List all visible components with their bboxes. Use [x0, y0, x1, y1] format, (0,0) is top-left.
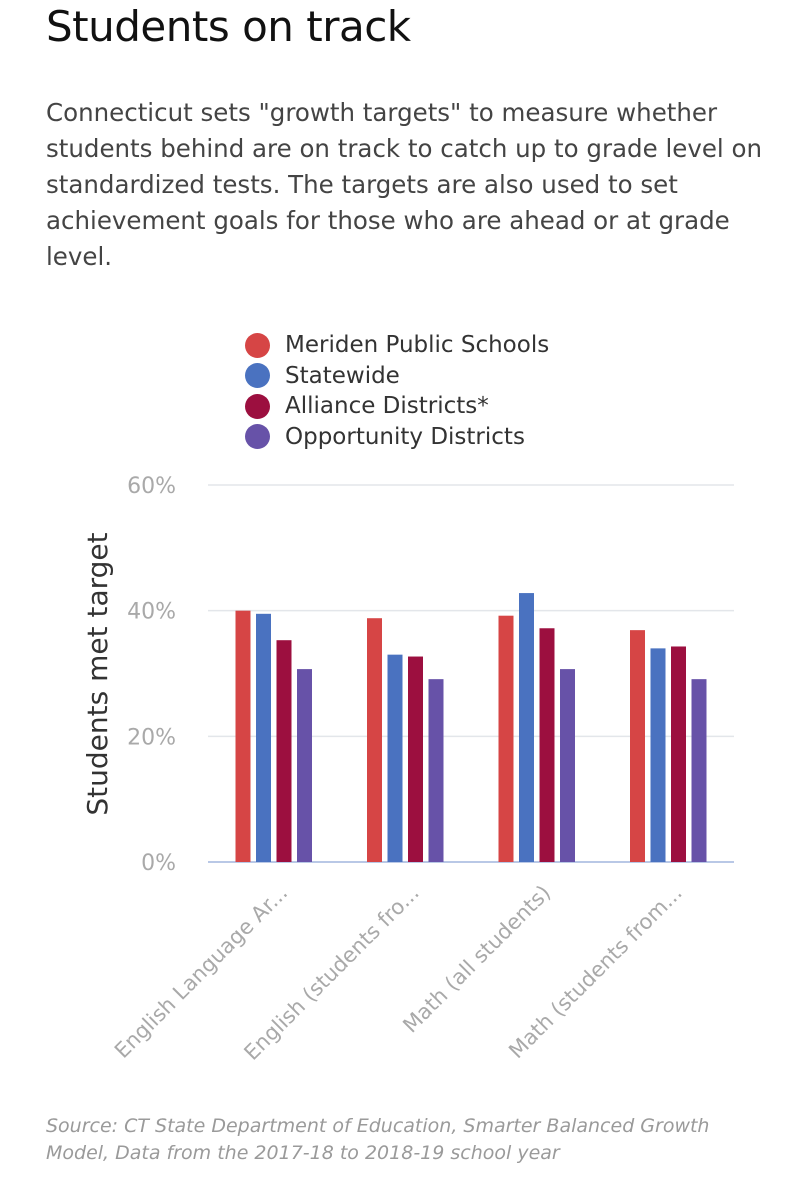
y-tick-label: 40%	[127, 600, 176, 625]
chart-source: Source: CT State Department of Education…	[46, 1115, 710, 1164]
legend: Meriden Public Schools Statewide Allianc…	[245, 330, 549, 452]
legend-swatch-meriden	[245, 332, 270, 358]
legend-label-opportunity: Opportunity Districts	[285, 423, 525, 450]
chart-description: Connecticut sets "growth targets" to mea…	[46, 98, 763, 271]
bar	[256, 613, 271, 862]
bar	[519, 593, 534, 862]
bar	[498, 615, 514, 862]
legend-item-statewide: Statewide	[245, 361, 549, 392]
legend-swatch-statewide	[245, 363, 270, 389]
bar	[235, 610, 251, 862]
legend-label-meriden: Meriden Public Schools	[285, 332, 550, 359]
legend-label-alliance: Alliance Districts*	[285, 393, 489, 420]
bar	[408, 656, 423, 862]
bars	[235, 593, 707, 862]
bar	[630, 630, 645, 862]
bar	[387, 654, 403, 862]
x-tick-labels: English Language Ar...English (students …	[110, 881, 687, 1065]
bar	[428, 679, 444, 862]
bar	[650, 648, 666, 862]
bar	[671, 646, 686, 862]
legend-item-alliance: Alliance Districts*	[245, 391, 549, 422]
legend-swatch-alliance	[245, 393, 270, 419]
legend-swatch-opportunity	[245, 424, 270, 450]
y-tick-label: 60%	[127, 474, 176, 499]
y-axis-label: Students met target	[81, 532, 114, 815]
bar	[691, 679, 707, 862]
y-tick-label: 0%	[141, 851, 176, 876]
bar	[560, 669, 575, 862]
y-tick-label: 20%	[127, 725, 176, 750]
x-tick-label: Math (all students)	[398, 881, 555, 1038]
bar	[276, 640, 292, 862]
bar	[297, 669, 312, 862]
bar	[367, 618, 382, 862]
bar	[539, 628, 555, 862]
grid-lines	[208, 484, 734, 863]
legend-item-opportunity: Opportunity Districts	[245, 422, 549, 453]
legend-label-statewide: Statewide	[285, 362, 400, 389]
chart-title: Students on track	[46, 2, 411, 51]
legend-item-meriden: Meriden Public Schools	[245, 330, 549, 361]
bar-chart: 0% 20% 40% 60% English Language Ar...Englis…	[81, 474, 734, 1065]
y-tick-labels: 0% 20% 40% 60%	[127, 474, 176, 876]
